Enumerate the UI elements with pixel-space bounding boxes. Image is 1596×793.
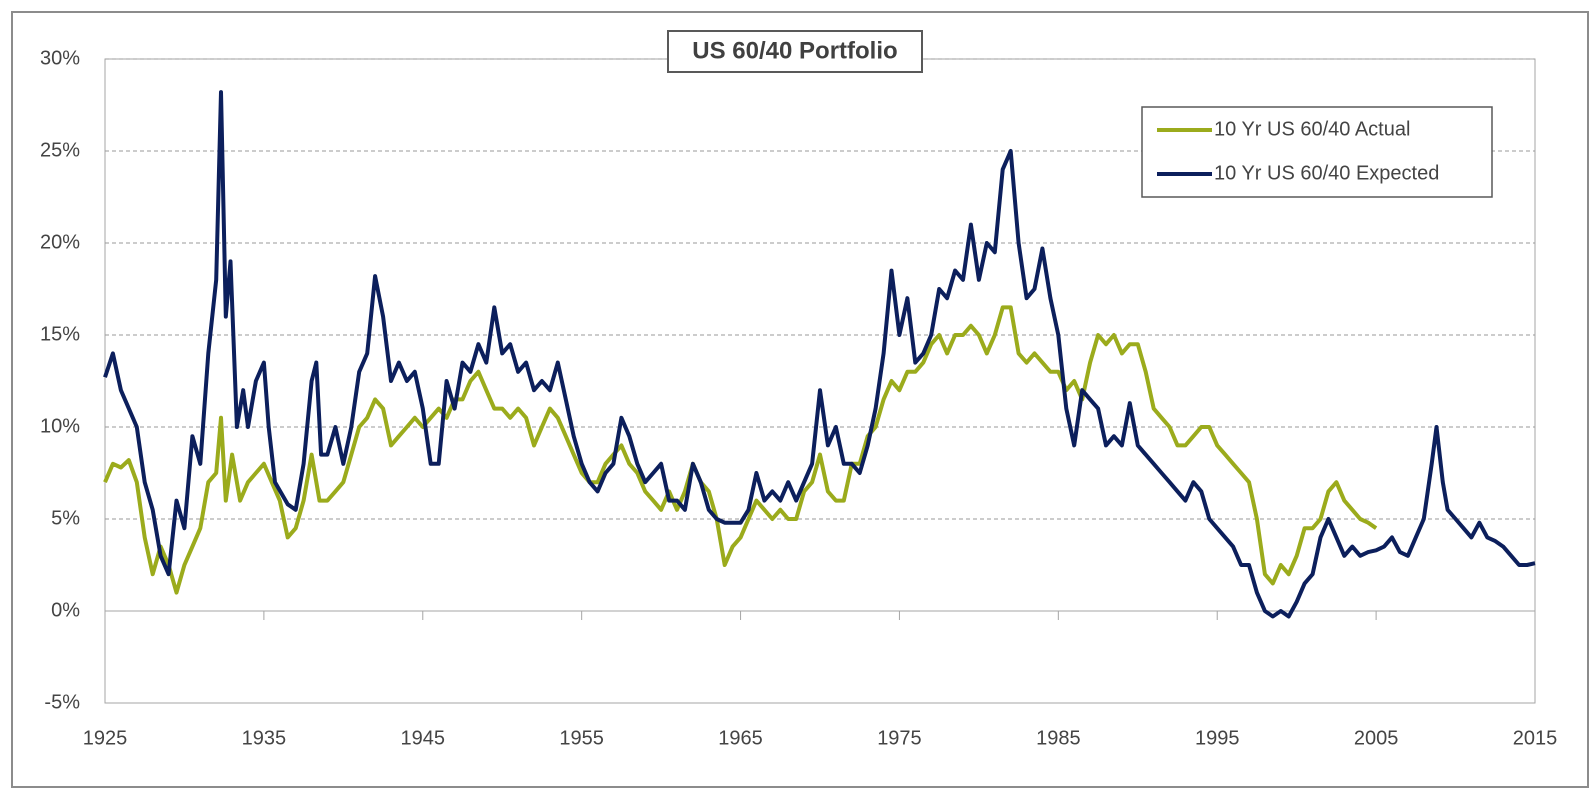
y-tick-label: 25% — [40, 139, 80, 161]
x-tick-label: 1965 — [718, 727, 763, 749]
y-tick-label: 5% — [51, 507, 80, 529]
series-line — [103, 90, 1536, 619]
x-tick-label: 1945 — [401, 727, 446, 749]
x-tick-label: 1935 — [242, 727, 287, 749]
y-tick-label: 10% — [40, 415, 80, 437]
x-tick-label: 1975 — [877, 727, 922, 749]
series-line — [103, 305, 1378, 595]
y-tick-label: 20% — [40, 231, 80, 253]
y-tick-label: 15% — [40, 323, 80, 345]
title-box — [667, 30, 923, 73]
x-tick-label: 1955 — [559, 727, 604, 749]
x-tick-label: 1925 — [83, 727, 128, 749]
y-tick-label: -5% — [44, 691, 80, 713]
x-tick-label: 1985 — [1036, 727, 1081, 749]
y-tick-label: 0% — [51, 599, 80, 621]
plot-area — [103, 58, 1536, 620]
x-tick-label: 2015 — [1513, 727, 1558, 749]
legend-label: 10 Yr US 60/40 Expected — [1214, 162, 1439, 184]
y-tick-label: 30% — [40, 47, 80, 69]
x-tick-label: 2005 — [1354, 727, 1399, 749]
chart-title: US 60/40 Portfolio — [692, 37, 897, 64]
legend-box — [1141, 106, 1493, 198]
legend-label: 10 Yr US 60/40 Actual — [1214, 118, 1410, 140]
x-tick-label: 1995 — [1195, 727, 1240, 749]
